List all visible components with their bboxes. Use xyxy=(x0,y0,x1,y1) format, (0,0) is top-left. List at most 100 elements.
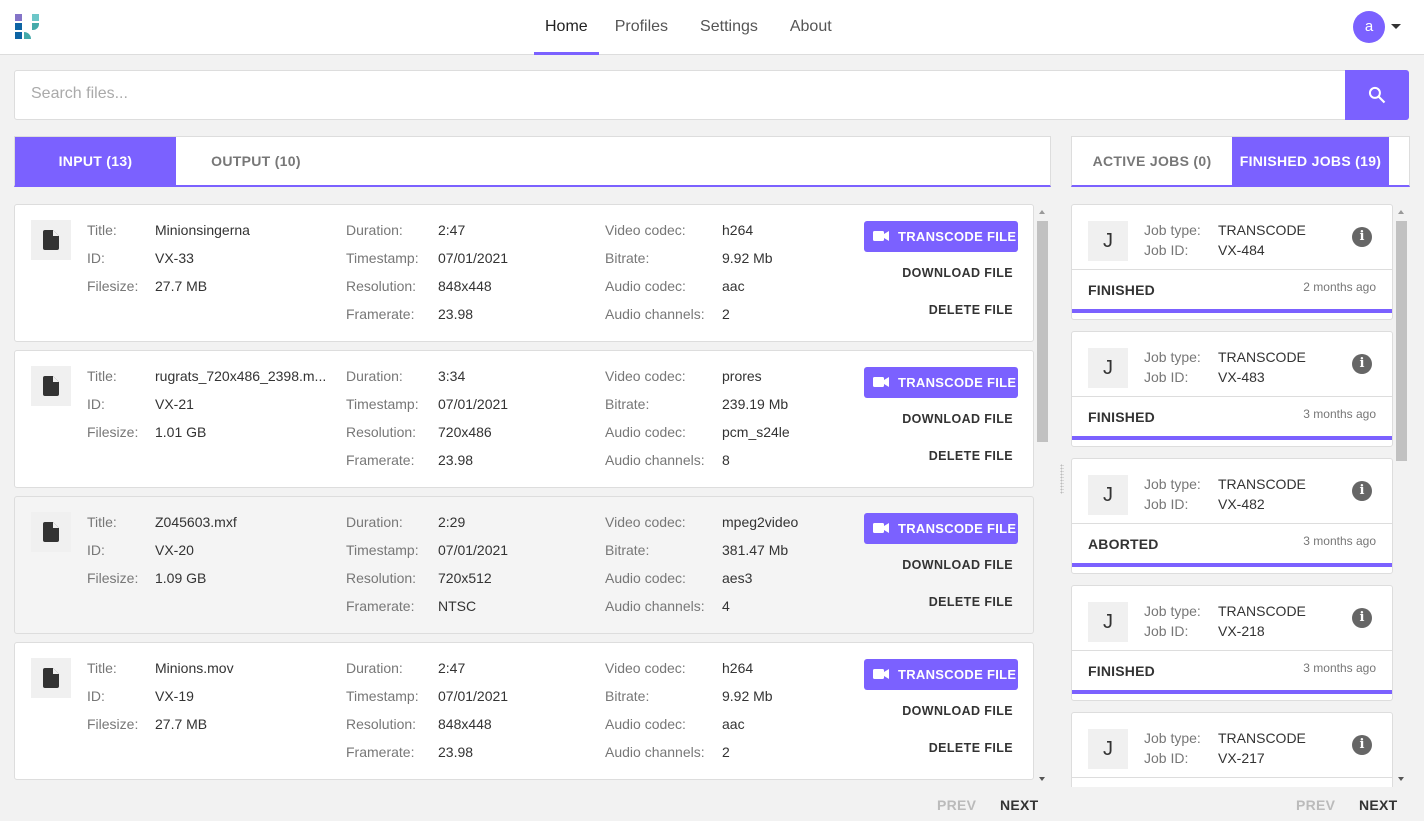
tab-active-jobs[interactable]: ACTIVE JOBS (0) xyxy=(1092,153,1212,169)
job-time: 3 months ago xyxy=(1303,534,1376,548)
app-logo[interactable] xyxy=(15,14,41,40)
job-avatar: J xyxy=(1088,602,1128,642)
download-file-button[interactable]: DOWNLOAD FILE xyxy=(902,704,1013,718)
field-label-title: Title: xyxy=(87,660,117,676)
job-card[interactable]: J Job type: TRANSCODE Job ID: VX-484 i FINISHE… xyxy=(1071,204,1393,320)
field-value-bitrate: 9.92 Mb xyxy=(722,250,773,266)
job-status: FINISHED xyxy=(1088,409,1155,425)
job-time: 2 months ago xyxy=(1303,280,1376,294)
field-value-bitrate: 239.19 Mb xyxy=(722,396,789,412)
files-next-button[interactable]: NEXT xyxy=(1000,797,1039,813)
nav-settings[interactable]: Settings xyxy=(700,18,758,35)
tab-output[interactable]: OUTPUT (10) xyxy=(211,153,301,169)
video-camera-icon xyxy=(873,669,889,679)
nav-profiles[interactable]: Profiles xyxy=(614,18,669,35)
job-list-scrollbar[interactable] xyxy=(1395,204,1407,787)
download-file-button[interactable]: DOWNLOAD FILE xyxy=(902,412,1013,426)
app-header: Home Profiles Settings About a xyxy=(0,0,1424,55)
tab-finished-jobs[interactable]: FINISHED JOBS (19) xyxy=(1232,137,1389,185)
field-label-filesize: Filesize: xyxy=(87,424,139,440)
files-prev-button[interactable]: PREV xyxy=(937,797,977,813)
search-bar xyxy=(14,70,1409,120)
panel-resize-handle[interactable] xyxy=(1060,464,1064,494)
tab-input[interactable]: INPUT (13) xyxy=(15,137,176,185)
field-label-audio-codec: Audio codec: xyxy=(605,278,686,294)
download-file-button[interactable]: DOWNLOAD FILE xyxy=(902,266,1013,280)
scrollbar-thumb[interactable] xyxy=(1396,221,1407,461)
file-tabs: INPUT (13) OUTPUT (10) xyxy=(14,136,1051,187)
video-camera-icon xyxy=(873,231,889,241)
field-value-title: rugrats_720x486_2398.m... xyxy=(155,368,327,384)
field-label-framerate: Framerate: xyxy=(346,744,415,760)
delete-file-button[interactable]: DELETE FILE xyxy=(928,595,1013,609)
job-time: 3 months ago xyxy=(1303,407,1376,421)
field-label-video-codec: Video codec: xyxy=(605,514,686,530)
job-id-value: VX-482 xyxy=(1218,496,1265,512)
divider xyxy=(1072,269,1392,270)
info-icon[interactable]: i xyxy=(1352,608,1372,628)
info-icon[interactable]: i xyxy=(1352,481,1372,501)
field-label-title: Title: xyxy=(87,222,117,238)
file-card: Title: Z045603.mxf ID: VX-20 Filesize: 1.09 G… xyxy=(14,496,1034,634)
field-label-id: ID: xyxy=(87,688,105,704)
divider xyxy=(1072,523,1392,524)
jobs-next-button[interactable]: NEXT xyxy=(1359,797,1398,813)
field-value-duration: 2:47 xyxy=(438,660,466,676)
delete-file-button[interactable]: DELETE FILE xyxy=(928,741,1013,755)
field-label-duration: Duration: xyxy=(346,514,403,530)
field-value-framerate: 23.98 xyxy=(438,744,474,760)
scrollbar-thumb[interactable] xyxy=(1037,221,1048,442)
info-icon[interactable]: i xyxy=(1352,227,1372,247)
field-value-audio-codec: aac xyxy=(722,716,745,732)
job-card[interactable]: J Job type: TRANSCODE Job ID: VX-482 i ABORTED… xyxy=(1071,458,1393,574)
job-type-label: Job type: xyxy=(1144,222,1201,238)
field-value-audio-codec: aac xyxy=(722,278,745,294)
search-input[interactable] xyxy=(31,85,1331,103)
job-avatar: J xyxy=(1088,221,1128,261)
transcode-file-button[interactable]: TRANSCODE FILE xyxy=(864,513,1018,544)
field-value-video-codec: prores xyxy=(722,368,762,384)
field-value-id: VX-21 xyxy=(155,396,194,412)
transcode-file-button[interactable]: TRANSCODE FILE xyxy=(864,659,1018,690)
field-value-video-codec: mpeg2video xyxy=(722,514,799,530)
job-type-label: Job type: xyxy=(1144,476,1201,492)
field-label-duration: Duration: xyxy=(346,222,403,238)
file-card: Title: Minionsingerna ID: VX-33 Filesize: 27.… xyxy=(14,204,1034,342)
job-list: J Job type: TRANSCODE Job ID: VX-484 i FINISHE… xyxy=(1071,204,1394,787)
delete-file-button[interactable]: DELETE FILE xyxy=(928,449,1013,463)
job-type-label: Job type: xyxy=(1144,603,1201,619)
field-label-bitrate: Bitrate: xyxy=(605,688,650,704)
field-value-resolution: 848x448 xyxy=(438,278,492,294)
field-label-id: ID: xyxy=(87,542,105,558)
search-button[interactable] xyxy=(1345,70,1409,120)
delete-file-button[interactable]: DELETE FILE xyxy=(928,303,1013,317)
jobs-prev-button[interactable]: PREV xyxy=(1296,797,1336,813)
job-card[interactable]: J Job type: TRANSCODE Job ID: VX-217 i xyxy=(1071,712,1393,787)
download-file-button[interactable]: DOWNLOAD FILE xyxy=(902,558,1013,572)
job-id-value: VX-484 xyxy=(1218,242,1265,258)
job-type-label: Job type: xyxy=(1144,730,1201,746)
field-label-duration: Duration: xyxy=(346,368,403,384)
field-value-audio-channels: 2 xyxy=(722,744,730,760)
user-menu-caret-icon[interactable] xyxy=(1391,24,1401,29)
field-value-timestamp: 07/01/2021 xyxy=(438,542,509,558)
info-icon[interactable]: i xyxy=(1352,354,1372,374)
file-icon xyxy=(43,376,59,396)
file-list-scrollbar[interactable] xyxy=(1036,204,1048,787)
nav-home[interactable]: Home xyxy=(534,0,599,55)
job-card[interactable]: J Job type: TRANSCODE Job ID: VX-218 i FINISHE… xyxy=(1071,585,1393,701)
transcode-file-button[interactable]: TRANSCODE FILE xyxy=(864,367,1018,398)
job-card[interactable]: J Job type: TRANSCODE Job ID: VX-483 i FINISHE… xyxy=(1071,331,1393,447)
field-label-framerate: Framerate: xyxy=(346,452,415,468)
file-thumbnail xyxy=(31,658,71,698)
field-label-resolution: Resolution: xyxy=(346,716,417,732)
field-label-bitrate: Bitrate: xyxy=(605,396,650,412)
nav-about[interactable]: About xyxy=(789,18,832,35)
transcode-file-button[interactable]: TRANSCODE FILE xyxy=(864,221,1018,252)
field-label-resolution: Resolution: xyxy=(346,570,417,586)
field-value-bitrate: 9.92 Mb xyxy=(722,688,773,704)
transcode-label: TRANSCODE FILE xyxy=(898,521,1017,536)
field-label-filesize: Filesize: xyxy=(87,278,139,294)
user-avatar[interactable]: a xyxy=(1353,11,1385,43)
info-icon[interactable]: i xyxy=(1352,735,1372,755)
